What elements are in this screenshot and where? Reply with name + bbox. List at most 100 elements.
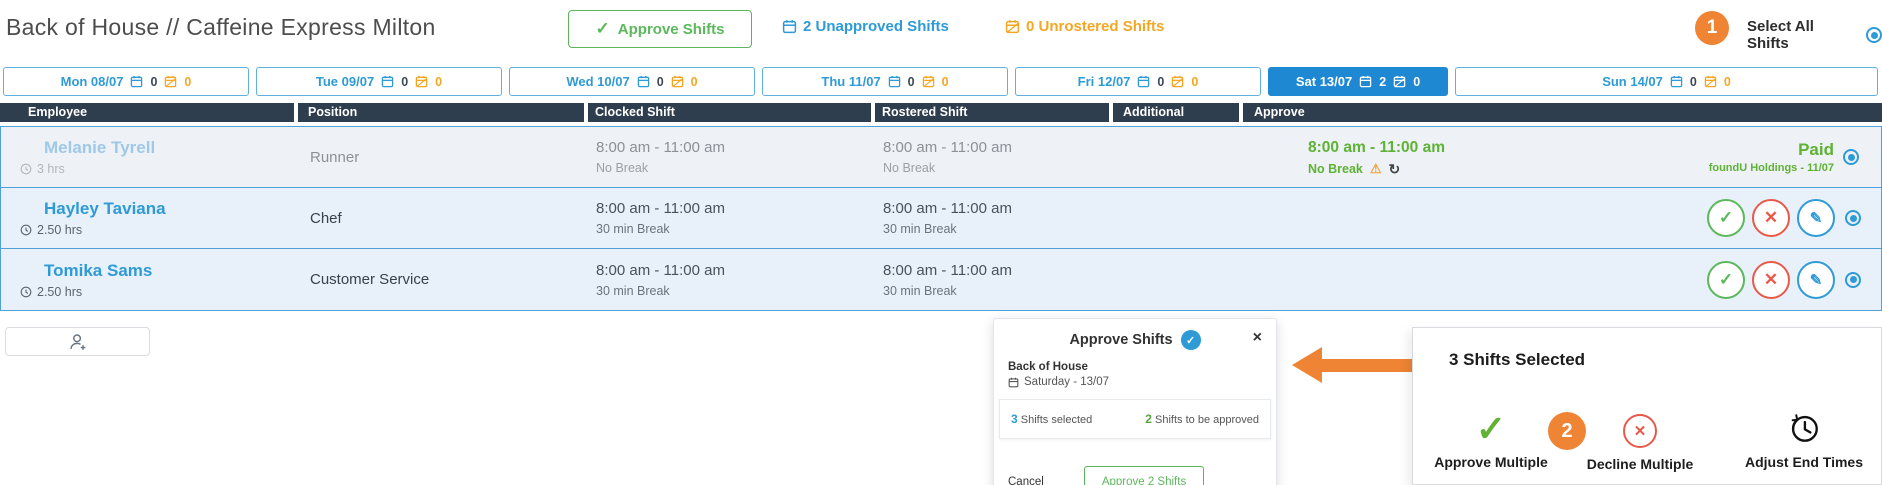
shifts-to-approve-stat: 2 Shifts to be approved <box>1145 412 1259 426</box>
employee-link[interactable]: Tomika Sams <box>44 260 153 280</box>
annotation-step-1-badge: 1 <box>1695 11 1729 45</box>
table-row: Tomika Sams 2.50 hrs Customer Service 8:… <box>1 249 1881 310</box>
decline-multiple-action[interactable]: ✕ Decline Multiple <box>1570 414 1710 472</box>
tab-mon[interactable]: Mon 08/07 0 0 <box>3 67 249 96</box>
modal-date: Saturday - 13/07 <box>1024 376 1110 388</box>
page-title: Back of House // Caffeine Express Milton <box>6 14 436 40</box>
employee-link[interactable]: Hayley Taviana <box>44 199 166 218</box>
cross-icon: ✕ <box>1763 208 1779 227</box>
calendar-slash-icon <box>922 75 934 88</box>
hours-worked: 3 hrs <box>37 162 65 176</box>
tab-sat-selected[interactable]: Sat 13/07 2 0 <box>1268 67 1448 96</box>
approve-shifts-label: Approve Shifts <box>617 20 725 38</box>
modal-title: Approve Shifts <box>1069 332 1173 348</box>
unrostered-shifts-chip[interactable]: 0 Unrostered Shifts <box>1005 18 1164 35</box>
select-all-radio-icon[interactable] <box>1866 27 1882 43</box>
unrostered-count: 0 <box>435 74 443 89</box>
table-header: Employee Position Clocked Shift Rostered… <box>0 103 1882 122</box>
shift-count: 0 <box>150 74 158 89</box>
decline-shift-button[interactable]: ✕ <box>1752 199 1790 237</box>
unrostered-count: 0 <box>1191 74 1199 89</box>
rostered-time: 8:00 am - 11:00 am <box>883 261 1012 279</box>
approve-shift-button[interactable]: ✓ <box>1707 260 1745 299</box>
calendar-icon <box>381 75 394 88</box>
check-icon: ✓ <box>1475 408 1507 449</box>
modal-stats: 3 Shifts selected 2 Shifts to be approve… <box>999 399 1271 439</box>
row-selected-radio-icon[interactable] <box>1845 271 1861 288</box>
calendar-icon <box>1359 75 1372 88</box>
day-tabs: Mon 08/07 0 0 Tue 09/07 0 0 Wed 10/07 0 … <box>3 67 1878 96</box>
rostered-break: 30 min Break <box>883 283 957 298</box>
tab-thu[interactable]: Thu 11/07 0 0 <box>762 67 1008 96</box>
unrostered-count: 0 <box>941 74 949 89</box>
table-row: Melanie Tyrell 3 hrs Runner 8:00 am - 11… <box>1 127 1881 188</box>
close-icon[interactable]: × <box>1252 329 1262 346</box>
pencil-icon: ✎ <box>1809 271 1823 289</box>
unapproved-shifts-chip[interactable]: 2 Unapproved Shifts <box>782 18 949 35</box>
shift-count: 2 <box>1379 74 1387 89</box>
column-header-employee: Employee <box>0 103 294 122</box>
tab-tue[interactable]: Tue 09/07 0 0 <box>256 67 502 96</box>
calendar-slash-icon <box>415 75 428 88</box>
shift-count: 0 <box>1689 74 1697 89</box>
unrostered-count: 0 <box>184 74 192 89</box>
clocked-time: 8:00 am - 11:00 am <box>596 261 725 279</box>
rostered-break: 30 min Break <box>883 222 957 236</box>
add-employee-button[interactable] <box>5 327 150 356</box>
calendar-slash-icon <box>165 75 177 88</box>
check-icon: ✓ <box>1718 208 1734 227</box>
calendar-icon <box>1008 377 1019 387</box>
calendar-slash-icon <box>1704 75 1717 88</box>
approve-shifts-button[interactable]: ✓ Approve Shifts <box>568 10 752 48</box>
cancel-link[interactable]: Cancel <box>1008 476 1044 485</box>
approve-multiple-action[interactable]: ✓ Approve Multiple <box>1416 408 1566 471</box>
calendar-icon <box>131 75 143 88</box>
approve-n-shifts-button[interactable]: Approve 2 Shifts <box>1083 466 1205 485</box>
check-icon: ✓ <box>1718 269 1734 289</box>
table-row: Hayley Taviana 2.50 hrs Chef 8:00 am - 1… <box>1 188 1881 249</box>
row-selected-radio-icon[interactable] <box>1843 149 1859 165</box>
position-label: Runner <box>310 148 360 166</box>
approve-shift-button[interactable]: ✓ <box>1707 199 1745 237</box>
pencil-icon: ✎ <box>1809 210 1823 227</box>
rostered-break: No Break <box>883 161 936 175</box>
column-header-position: Position <box>298 103 584 122</box>
unrostered-count: 0 <box>690 74 698 89</box>
approved-break: No Break <box>1308 161 1363 176</box>
calendar-slash-icon <box>1393 75 1406 88</box>
row-selected-radio-icon[interactable] <box>1845 210 1861 226</box>
warning-icon: ⚠ <box>1369 161 1382 176</box>
adjust-end-times-action[interactable]: Adjust End Times <box>1732 408 1876 470</box>
decline-shift-button[interactable]: ✕ <box>1752 260 1790 299</box>
employee-link[interactable]: Melanie Tyrell <box>44 138 156 157</box>
top-bar: Back of House // Caffeine Express Milton… <box>0 0 1882 57</box>
panel-title: 3 Shifts Selected <box>1449 350 1586 369</box>
hours-worked: 2.50 hrs <box>37 284 83 299</box>
refresh-icon[interactable]: ↻ <box>1388 160 1401 177</box>
rostered-time: 8:00 am - 11:00 am <box>883 200 1012 217</box>
tab-fri[interactable]: Fri 12/07 0 0 <box>1015 67 1261 96</box>
tab-sun[interactable]: Sun 14/07 0 0 <box>1455 67 1878 96</box>
unrostered-count: 0 <box>1413 74 1421 89</box>
history-clock-icon <box>1791 414 1818 442</box>
annotation-step-2-badge: 2 <box>1548 412 1586 450</box>
calendar-icon <box>1670 75 1683 88</box>
modal-venue: Back of House <box>1008 361 1088 373</box>
position-label: Customer Service <box>310 271 430 288</box>
edit-shift-button[interactable]: ✎ <box>1797 260 1835 299</box>
select-all-shifts-control[interactable]: Select All Shifts <box>1747 18 1882 52</box>
unrostered-shifts-label: 0 Unrostered Shifts <box>1026 18 1165 35</box>
rostered-time: 8:00 am - 11:00 am <box>883 139 1012 156</box>
clock-icon <box>20 163 32 175</box>
shift-count: 0 <box>401 74 409 89</box>
calendar-icon <box>888 75 900 88</box>
hours-worked: 2.50 hrs <box>37 223 83 237</box>
check-icon: ✓ <box>595 19 610 38</box>
calendar-slash-icon <box>671 75 683 88</box>
clocked-break: 30 min Break <box>596 222 670 236</box>
edit-shift-button[interactable]: ✎ <box>1797 199 1835 237</box>
status-detail: foundU Holdings - 11/07 <box>1708 162 1834 174</box>
tab-wed[interactable]: Wed 10/07 0 0 <box>509 67 755 96</box>
shift-count: 0 <box>1157 74 1165 89</box>
calendar-icon <box>637 75 649 88</box>
